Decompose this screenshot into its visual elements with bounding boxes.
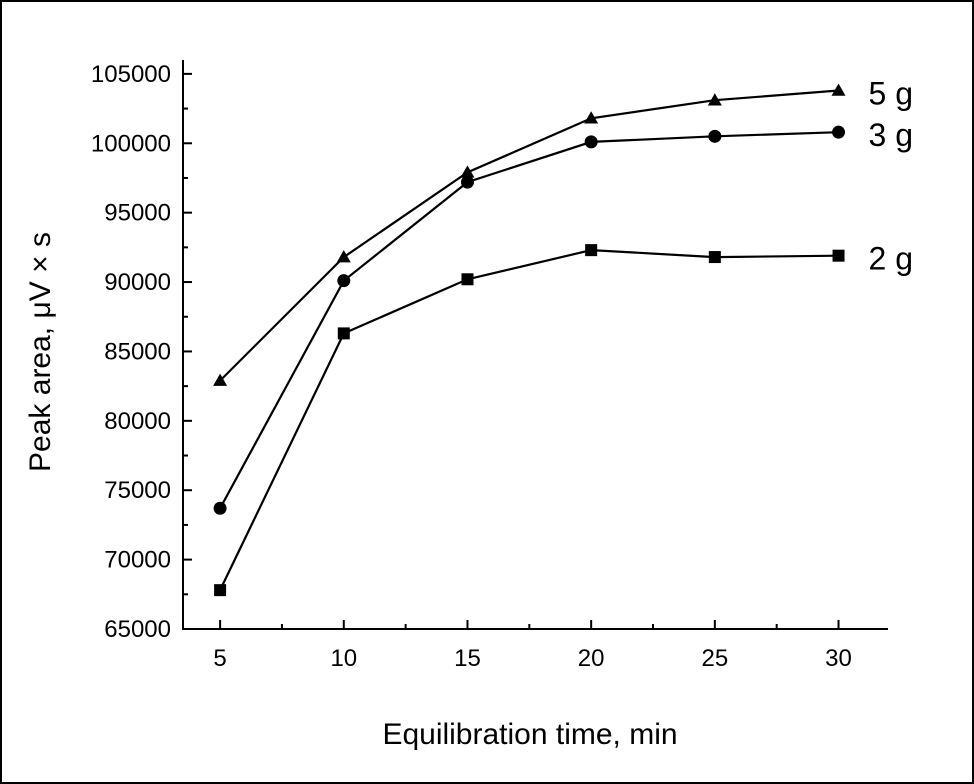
y-axis-label: Peak area, μV × s xyxy=(24,232,57,472)
y-tick-label: 105000 xyxy=(91,61,171,88)
plot-area: 65000 70000 75000 80000 85000 90000 95000 10000… xyxy=(91,60,913,672)
x-axis-label: Equilibration time, min xyxy=(382,718,677,751)
point-2g xyxy=(337,327,350,340)
point-3g xyxy=(337,274,351,288)
series-line-5g xyxy=(219,89,839,382)
y-tick-label: 65000 xyxy=(104,616,171,643)
point-2g xyxy=(461,273,474,286)
y-tick-label: 85000 xyxy=(104,338,171,365)
x-tick-label: 5 xyxy=(213,645,226,672)
x-tick-label: 30 xyxy=(825,645,852,672)
x-tick-label: 25 xyxy=(701,645,728,672)
point-3g xyxy=(832,125,846,139)
point-2g xyxy=(214,584,227,597)
x-tick-label: 15 xyxy=(454,645,481,672)
y-tick-label: 90000 xyxy=(104,269,171,296)
y-tick-label: 75000 xyxy=(104,477,171,504)
point-5g xyxy=(584,111,599,124)
y-tick-label: 95000 xyxy=(104,200,171,227)
point-5g xyxy=(213,373,228,386)
series-label-3g: 3 g xyxy=(869,117,913,153)
point-5g xyxy=(707,93,722,106)
x-tick-label: 10 xyxy=(330,645,357,672)
x-tick-label: 20 xyxy=(578,645,605,672)
point-2g xyxy=(832,249,845,262)
point-2g xyxy=(585,244,598,257)
point-3g xyxy=(584,135,598,149)
point-5g xyxy=(336,250,351,263)
point-3g xyxy=(708,129,722,143)
series-line-2g xyxy=(219,248,839,591)
point-2g xyxy=(708,251,721,264)
series-label-2g: 2 g xyxy=(869,241,913,277)
point-3g xyxy=(213,501,227,515)
y-tick-label: 100000 xyxy=(91,130,171,157)
y-tick-label: 80000 xyxy=(104,408,171,435)
series-line-3g xyxy=(219,131,839,509)
y-tick-label: 70000 xyxy=(104,547,171,574)
point-5g xyxy=(831,83,846,96)
point-5g xyxy=(460,165,475,178)
point-3g xyxy=(460,175,474,189)
series-label-5g: 5 g xyxy=(869,76,913,112)
